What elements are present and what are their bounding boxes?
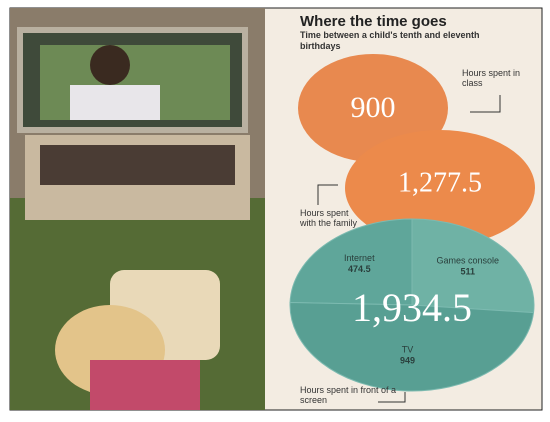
caption-class: Hours spent in class bbox=[462, 68, 532, 88]
slice-label: Internet bbox=[344, 253, 375, 263]
cap-box: Hours spent in class bbox=[462, 68, 532, 94]
slice-value: 511 bbox=[461, 266, 476, 276]
photo bbox=[10, 8, 265, 410]
slice-value: 474.5 bbox=[348, 264, 371, 274]
title: Where the time goes bbox=[300, 13, 447, 30]
value-screen: 1,934.5 bbox=[352, 285, 472, 330]
subtitle-box: Time between a child's tenth and elevent… bbox=[300, 30, 480, 58]
slice-value: 949 bbox=[400, 356, 415, 366]
slice-label: Games console bbox=[437, 255, 500, 265]
infographic: Where the time goes Time between a child… bbox=[0, 0, 550, 417]
value-class: 900 bbox=[351, 91, 396, 124]
page: Where the time goes Time between a child… bbox=[0, 0, 550, 417]
slice-label: TV bbox=[402, 345, 414, 355]
caption-family: Hours spent with the family bbox=[300, 208, 360, 228]
cap-box: Hours spent with the family bbox=[300, 208, 360, 248]
subtitle: Time between a child's tenth and elevent… bbox=[300, 30, 480, 52]
value-family: 1,277.5 bbox=[398, 167, 482, 198]
cap-box: Hours spent in front of a screen bbox=[300, 385, 400, 411]
